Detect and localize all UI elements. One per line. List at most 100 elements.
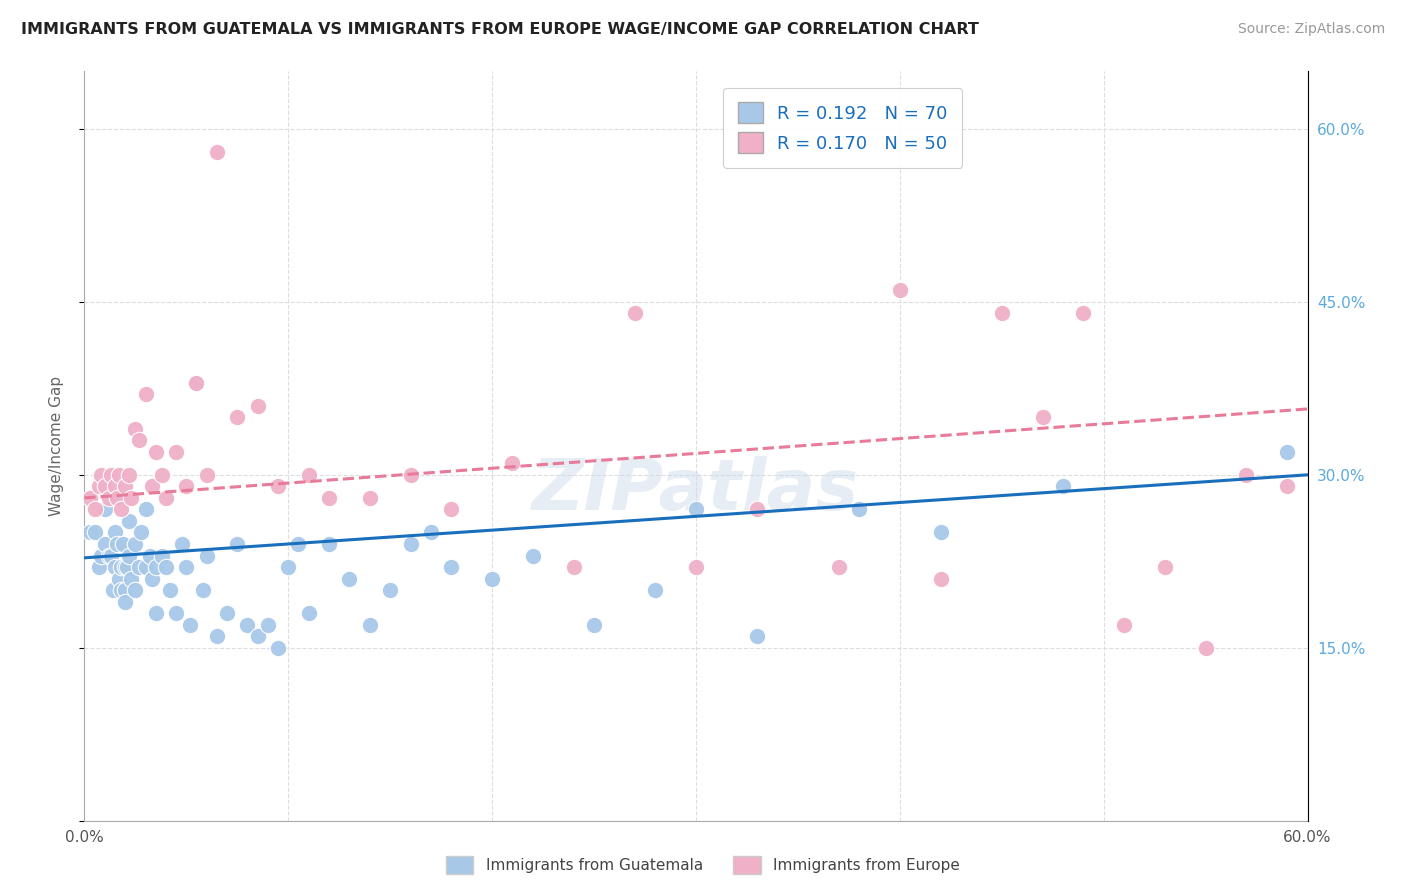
Point [929,525,952,540]
Point [318,537,340,551]
Point [112,537,135,551]
Point [155,491,177,505]
Point [205,145,228,159]
Point [747,502,769,516]
Point [145,560,167,574]
Point [929,572,952,586]
Point [118,549,141,563]
Point [205,629,228,643]
Point [83,502,105,516]
Point [118,467,141,482]
Point [97,549,120,563]
Point [226,537,249,551]
Point [104,525,127,540]
Point [217,606,239,620]
Point [1073,306,1095,320]
Point [79,525,101,540]
Point [267,640,290,655]
Point [165,444,187,458]
Point [128,434,150,448]
Point [399,537,422,551]
Legend: Immigrants from Guatemala, Immigrants from Europe: Immigrants from Guatemala, Immigrants fr… [440,850,966,880]
Point [420,525,443,540]
Point [339,572,361,586]
Point [172,537,194,551]
Point [108,572,131,586]
Point [186,376,208,390]
Point [191,583,214,598]
Point [889,284,911,298]
Point [186,376,208,390]
Point [155,560,177,574]
Point [159,583,181,598]
Point [104,479,127,493]
Point [747,629,769,643]
Point [135,560,157,574]
Point [100,467,122,482]
Point [195,467,218,482]
Text: Source: ZipAtlas.com: Source: ZipAtlas.com [1237,22,1385,37]
Point [150,467,173,482]
Point [87,560,110,574]
Point [124,537,146,551]
Point [105,491,128,505]
Point [79,491,101,505]
Point [101,583,124,598]
Y-axis label: Wage/Income Gap: Wage/Income Gap [49,376,63,516]
Point [120,491,142,505]
Point [440,502,463,516]
Point [114,560,136,574]
Point [124,583,146,598]
Point [90,467,112,482]
Point [114,583,136,598]
Point [399,467,422,482]
Point [257,617,280,632]
Point [318,491,340,505]
Point [1154,560,1177,574]
Point [165,606,187,620]
Point [644,583,666,598]
Point [1052,479,1074,493]
Point [174,479,197,493]
Point [118,514,141,528]
Point [226,410,249,425]
Point [685,502,707,516]
Point [848,502,870,516]
Point [236,617,259,632]
Point [135,387,157,401]
Point [110,502,132,516]
Point [83,525,105,540]
Point [114,594,136,608]
Point [583,617,606,632]
Point [93,502,115,516]
Point [267,479,290,493]
Point [246,629,269,643]
Point [1236,467,1258,482]
Point [1277,444,1299,458]
Point [145,444,167,458]
Text: ZIPatlas: ZIPatlas [533,457,859,525]
Point [110,583,132,598]
Point [108,467,131,482]
Point [298,606,321,620]
Point [298,467,321,482]
Point [624,306,647,320]
Point [93,479,115,493]
Point [440,560,463,574]
Point [138,549,160,563]
Point [124,422,146,436]
Point [174,560,197,574]
Point [1114,617,1136,632]
Point [685,560,707,574]
Point [1277,479,1299,493]
Point [246,399,269,413]
Point [287,537,309,551]
Point [131,525,153,540]
Point [104,560,127,574]
Point [120,572,142,586]
Point [105,537,128,551]
Point [87,479,110,493]
Point [179,617,201,632]
Point [110,560,132,574]
Point [195,549,218,563]
